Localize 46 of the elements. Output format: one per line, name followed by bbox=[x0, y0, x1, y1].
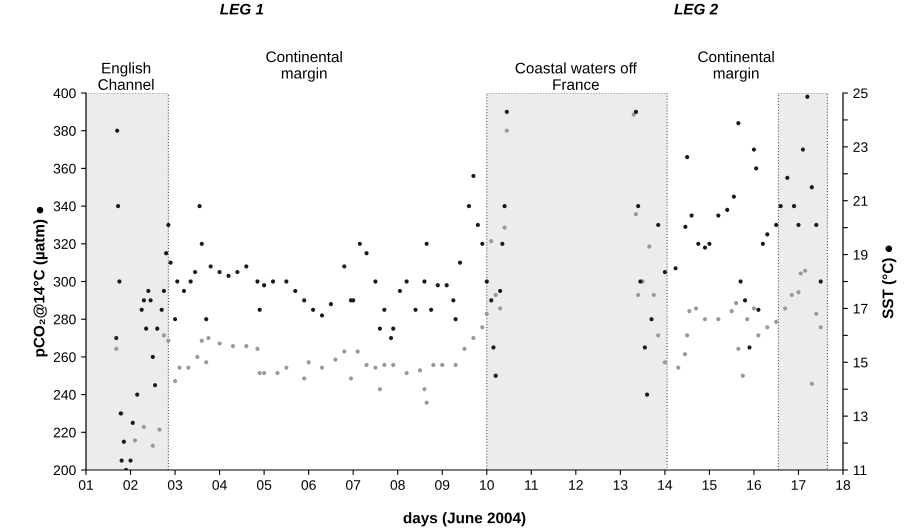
y-tick-label: 240 bbox=[54, 390, 76, 400]
x-tick-label: 03 bbox=[168, 480, 182, 490]
y-tick-label: 320 bbox=[54, 239, 76, 249]
y-tick-label: 400 bbox=[53, 88, 76, 98]
x-tick-label: 13 bbox=[614, 480, 628, 490]
x-tick-label: 18 bbox=[836, 480, 850, 490]
y2-axis-title: SST (°C) ● bbox=[882, 245, 896, 318]
y2-tick-label: 13 bbox=[854, 411, 868, 422]
x-tick-label: 02 bbox=[123, 480, 138, 490]
y2-tick-label: 21 bbox=[853, 196, 868, 206]
x-tick-label: 05 bbox=[256, 480, 272, 490]
y2-tick-label: 19 bbox=[854, 250, 868, 260]
y-tick-label: 280 bbox=[54, 314, 76, 324]
x-tick-label: 14 bbox=[658, 480, 672, 490]
text: Continental margin bbox=[698, 50, 774, 82]
text: Continental margin bbox=[266, 50, 342, 82]
y-tick-label: 220 bbox=[54, 428, 76, 438]
y-tick-label: 200 bbox=[54, 465, 76, 476]
x-tick-label: 04 bbox=[212, 480, 227, 490]
y-tick-label: 360 bbox=[54, 164, 76, 174]
x-tick-label: 07 bbox=[346, 480, 360, 490]
x-tick-label: 10 bbox=[480, 480, 494, 490]
x-tick-label: 01 bbox=[78, 480, 94, 490]
x-tick-label: 09 bbox=[435, 480, 450, 490]
text: LEG 2 bbox=[674, 4, 718, 15]
y2-tick-label: 17 bbox=[854, 304, 868, 314]
x-tick-label: 15 bbox=[702, 480, 717, 490]
x-tick-label: 12 bbox=[569, 480, 583, 490]
y2-tick-label: 25 bbox=[853, 88, 868, 98]
y-tick-label: 340 bbox=[54, 201, 76, 212]
text: LEG 1 bbox=[220, 4, 264, 15]
y-tick-label: 260 bbox=[54, 352, 76, 362]
x-tick-label: 11 bbox=[525, 480, 538, 490]
y-tick-label: 380 bbox=[54, 126, 76, 136]
y-axis-title: pCO₂@14°C (µatm) ● bbox=[33, 206, 48, 356]
x-tick-label: 16 bbox=[747, 480, 762, 490]
x-tick-label: 06 bbox=[301, 480, 316, 490]
y2-tick-label: 23 bbox=[853, 142, 868, 152]
y-tick-label: 300 bbox=[54, 276, 76, 287]
x-tick-label: 17 bbox=[792, 480, 806, 490]
text: Coastal waters off France bbox=[516, 62, 637, 90]
y2-tick-label: 15 bbox=[854, 358, 868, 368]
x-tick-label: 08 bbox=[390, 480, 405, 490]
x-axis-title: days (June 2004) bbox=[404, 512, 526, 526]
text: English Channel bbox=[98, 62, 154, 90]
y2-tick-label: 11 bbox=[854, 465, 866, 476]
